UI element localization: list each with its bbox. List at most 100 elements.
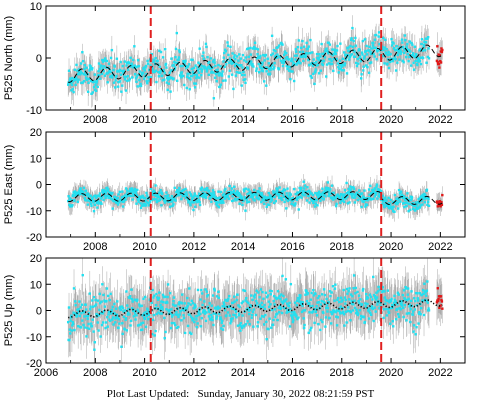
- data-point: [146, 317, 150, 321]
- data-point: [160, 204, 163, 207]
- data-point: [87, 322, 90, 326]
- data-point: [384, 202, 387, 205]
- data-point: [408, 202, 412, 206]
- data-point: [414, 55, 417, 59]
- data-point: [163, 336, 166, 340]
- data-point: [119, 308, 123, 311]
- data-point: [230, 73, 234, 76]
- data-point: [170, 195, 174, 198]
- data-point: [146, 308, 149, 312]
- data-point: [78, 192, 82, 196]
- data-point: [302, 45, 306, 48]
- data-point: [416, 56, 419, 60]
- data-point: [349, 44, 352, 48]
- data-point: [114, 195, 117, 199]
- data-point: [332, 191, 335, 194]
- data-point: [78, 68, 81, 71]
- data-point: [142, 297, 145, 301]
- data-point: [152, 58, 156, 61]
- data-point: [125, 64, 128, 67]
- data-point: [71, 322, 75, 326]
- data-point: [248, 312, 251, 316]
- data-point: [201, 65, 205, 68]
- data-point: [127, 62, 131, 65]
- recent-point: [437, 62, 441, 66]
- data-point: [378, 42, 381, 46]
- data-point: [223, 305, 226, 309]
- data-point: [347, 191, 350, 194]
- data-point: [266, 57, 270, 61]
- data-point: [379, 189, 383, 193]
- data-point: [260, 193, 264, 196]
- data-point: [188, 88, 191, 91]
- data-point: [277, 193, 280, 197]
- data-point: [372, 189, 375, 192]
- data-point: [265, 337, 268, 341]
- data-point: [176, 191, 180, 195]
- data-point: [162, 300, 165, 304]
- data-point: [183, 83, 186, 87]
- data-point: [218, 201, 221, 204]
- data-point: [205, 290, 208, 293]
- data-point: [215, 69, 218, 72]
- data-point: [128, 296, 131, 300]
- data-point: [143, 317, 146, 321]
- data-point: [189, 78, 192, 81]
- data-point: [210, 316, 214, 319]
- data-point: [332, 57, 335, 61]
- data-point: [188, 331, 192, 334]
- data-point: [238, 64, 242, 67]
- data-point: [349, 185, 352, 188]
- data-point: [141, 328, 144, 331]
- data-point: [337, 71, 340, 74]
- data-point: [136, 298, 139, 301]
- data-point: [372, 52, 375, 56]
- data-point: [314, 202, 318, 205]
- data-point: [164, 62, 168, 66]
- data-point: [111, 76, 114, 79]
- data-point: [91, 318, 94, 321]
- data-point: [416, 207, 419, 210]
- data-point: [281, 193, 285, 196]
- data-point: [223, 51, 226, 55]
- data-point: [373, 38, 377, 41]
- data-point: [407, 59, 410, 63]
- data-point: [129, 319, 133, 323]
- data-point: [291, 70, 294, 73]
- data-point: [187, 76, 191, 80]
- data-point: [414, 204, 418, 207]
- data-point: [341, 63, 344, 67]
- data-point: [114, 86, 117, 89]
- data-point: [246, 320, 249, 323]
- data-point: [197, 71, 201, 74]
- data-point: [186, 304, 189, 308]
- data-point: [349, 191, 353, 195]
- data-point: [131, 58, 135, 62]
- data-point: [215, 202, 218, 206]
- recent-point: [440, 200, 443, 204]
- data-point: [270, 53, 273, 57]
- data-point: [180, 192, 183, 195]
- data-point: [210, 200, 213, 204]
- data-point: [109, 312, 113, 315]
- data-point: [351, 26, 354, 30]
- data-point: [70, 199, 73, 202]
- data-point: [339, 201, 342, 204]
- data-point: [144, 199, 147, 203]
- data-point: [76, 325, 80, 328]
- data-point: [88, 69, 91, 72]
- data-point: [308, 201, 311, 204]
- data-point: [217, 190, 220, 193]
- data-point: [279, 55, 282, 59]
- data-point: [426, 200, 430, 204]
- data-point: [226, 44, 230, 48]
- data-point: [203, 312, 207, 315]
- data-point: [297, 208, 300, 211]
- data-point: [362, 69, 365, 72]
- data-point: [171, 69, 174, 72]
- data-point: [104, 196, 107, 199]
- data-point: [121, 322, 124, 325]
- data-point: [285, 64, 288, 68]
- data-point: [418, 59, 422, 63]
- data-point: [244, 209, 247, 212]
